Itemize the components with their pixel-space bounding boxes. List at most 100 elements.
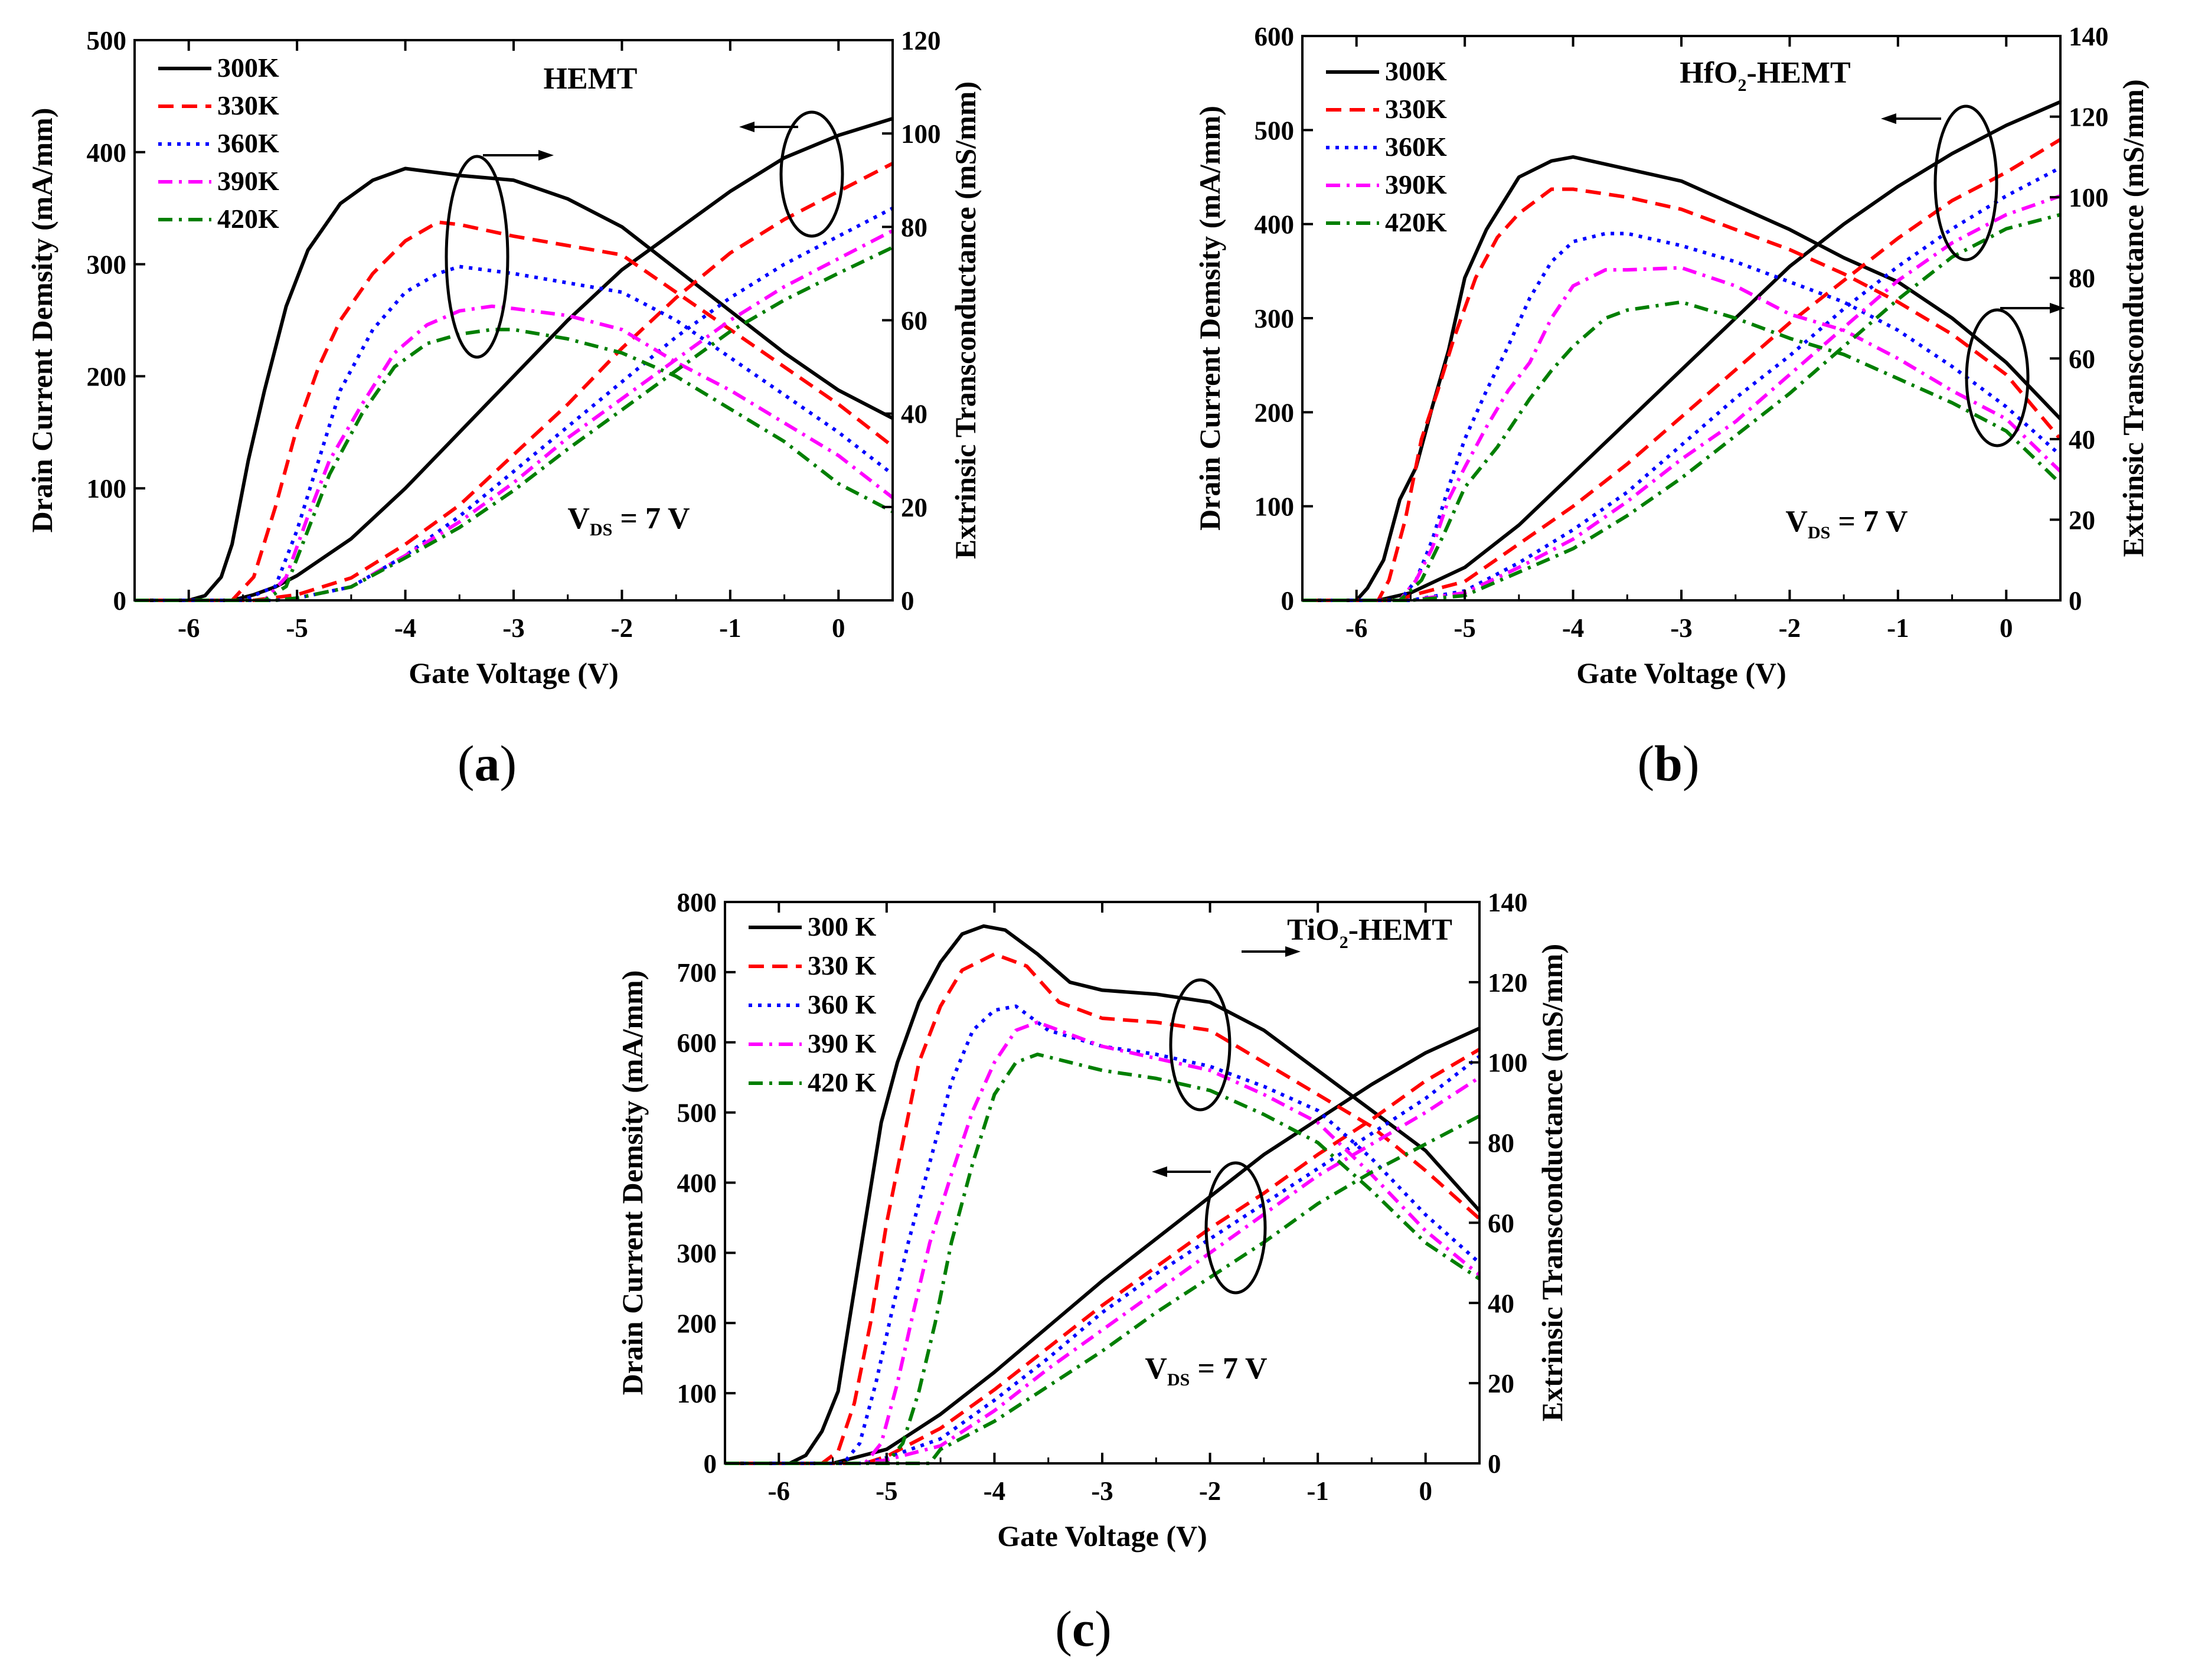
- y-right-tick-label: 140: [2069, 22, 2109, 51]
- x-tick-label: -5: [1453, 613, 1476, 643]
- x-tick-label: -1: [1887, 613, 1909, 643]
- y-left-tick-label: 600: [677, 1028, 717, 1058]
- device-title-prefix: HfO: [1680, 56, 1737, 90]
- y-left-tick-label: 300: [1255, 304, 1295, 334]
- x-tick-label: -4: [394, 613, 417, 643]
- y-right-tick-label: 40: [901, 400, 927, 429]
- y-left-tick-label: 100: [677, 1379, 717, 1408]
- device-title-prefix: HEMT: [544, 62, 638, 96]
- x-tick-label: -1: [719, 613, 742, 643]
- caption-open-paren: (: [1637, 735, 1654, 792]
- y-right-tick-label: 20: [1488, 1369, 1514, 1398]
- series-line-transconductance-360K: [1302, 231, 2062, 602]
- legend-label-390K: 390K: [217, 166, 279, 196]
- series-line-drain-current-420K: [1302, 213, 2061, 602]
- caption-close-paren: ): [1683, 735, 1700, 792]
- series-line-transconductance-420K: [1302, 300, 2062, 602]
- y-right-tick-label: 120: [1488, 968, 1528, 998]
- device-title-subscript: 2: [1738, 76, 1747, 95]
- y-left-tick-label: 0: [704, 1449, 717, 1479]
- x-axis-title: Gate Voltage (V): [1576, 656, 1786, 689]
- x-tick-label: -2: [1199, 1476, 1221, 1506]
- y-left-tick-label: 200: [1255, 398, 1295, 427]
- y-left-tick-label: 700: [677, 958, 717, 988]
- vds-subscript: DS: [590, 520, 612, 540]
- y-left-tick-label: 100: [87, 474, 127, 504]
- legend-label-420K: 420K: [1385, 207, 1447, 237]
- series-line-transconductance-360K: [135, 264, 894, 602]
- arrow-head: [739, 122, 754, 132]
- curve-group-ellipse: [1169, 978, 1232, 1112]
- arrow-head: [2050, 303, 2065, 313]
- vds-subscript: DS: [1167, 1370, 1190, 1390]
- legend-label-360K: 360K: [1385, 132, 1447, 162]
- x-tick-label: -1: [1306, 1476, 1329, 1506]
- y-right-tick-label: 60: [901, 306, 927, 336]
- caption-letter: a: [475, 735, 500, 792]
- y-right-tick-label: 100: [2069, 183, 2109, 213]
- arrow-head: [1881, 113, 1896, 124]
- series-line-transconductance-420K: [135, 328, 894, 602]
- y-right-tick-label: 0: [901, 586, 914, 616]
- curve-group-ellipse: [779, 110, 844, 238]
- y-right-axis-title: Extrinsic Transconductance (mS/mm): [949, 81, 982, 559]
- series-line-transconductance-330K: [135, 220, 894, 602]
- y-left-axis-title: Drain Current Demsity (mA/mm): [25, 108, 58, 533]
- x-tick-label: 0: [832, 613, 845, 643]
- x-tick-label: -6: [1345, 613, 1368, 643]
- vds-annotation: VDS = 7 V: [567, 502, 690, 540]
- arrow-head: [1285, 946, 1301, 957]
- y-right-axis-title: Extrinsic Transconductance (mS/mm): [1536, 944, 1569, 1421]
- y-right-tick-label: 80: [2069, 264, 2095, 293]
- vds-subscript: DS: [1808, 523, 1830, 542]
- y-right-tick-label: 140: [1488, 888, 1528, 917]
- y-left-tick-label: 200: [677, 1309, 717, 1338]
- y-left-tick-label: 200: [87, 362, 127, 391]
- x-tick-label: -6: [768, 1476, 791, 1506]
- y-right-tick-label: 120: [2069, 103, 2109, 132]
- series-line-drain-current-420K: [135, 246, 894, 602]
- curve-group-ellipse: [445, 155, 509, 359]
- y-right-tick-label: 120: [901, 26, 941, 55]
- vds-annotation: VDS = 7 V: [1145, 1352, 1267, 1390]
- device-title-suffix: -HEMT: [1747, 56, 1851, 90]
- y-right-tick-label: 100: [901, 119, 941, 149]
- series-line-drain-current-360K: [135, 207, 894, 602]
- plot-frame: [133, 39, 894, 602]
- chart-panel-b: -6 -5 -4 -3 -2 -1 0 0 100 200 300 400 500 600 0 20 40 60 8…: [1193, 22, 2150, 689]
- x-tick-label: -4: [984, 1476, 1006, 1506]
- series-line-drain-current-420K: [725, 1114, 1481, 1465]
- y-left-tick-label: 500: [677, 1099, 717, 1128]
- x-tick-label: -3: [1091, 1476, 1113, 1506]
- vds-rest: = 7 V: [612, 502, 690, 535]
- y-left-tick-label: 600: [1255, 22, 1295, 51]
- x-tick-label: -6: [178, 613, 200, 643]
- curve-group-ellipse: [1965, 308, 2030, 447]
- caption-close-paren: ): [1095, 1600, 1112, 1657]
- y-right-tick-label: 100: [1488, 1048, 1528, 1078]
- panel-caption-a: (a): [458, 735, 517, 792]
- device-title-prefix: TiO: [1287, 913, 1340, 947]
- y-right-tick-label: 0: [2069, 586, 2082, 616]
- x-tick-label: 0: [2000, 613, 2013, 643]
- caption-open-paren: (: [1055, 1600, 1072, 1657]
- y-right-tick-label: 60: [1488, 1208, 1514, 1238]
- series-line-drain-current-300K: [725, 1027, 1481, 1465]
- y-right-tick-label: 20: [2069, 505, 2095, 535]
- legend-label-330K: 330 K: [808, 950, 877, 980]
- legend-label-330K: 330K: [1385, 94, 1447, 124]
- y-left-tick-label: 300: [87, 250, 127, 280]
- arrow-head: [1152, 1166, 1167, 1177]
- legend-label-300K: 300K: [1385, 56, 1447, 86]
- legend-label-360K: 360 K: [808, 989, 877, 1019]
- y-left-tick-label: 100: [1255, 492, 1295, 522]
- panel-caption-c: (c): [1055, 1600, 1111, 1657]
- x-tick-label: -3: [1670, 613, 1693, 643]
- vds-rest: = 7 V: [1190, 1352, 1267, 1385]
- x-tick-label: -5: [286, 613, 308, 643]
- legend-label-300K: 300K: [217, 53, 279, 83]
- y-right-tick-label: 40: [1488, 1289, 1514, 1318]
- device-title-suffix: -HEMT: [1348, 913, 1452, 947]
- y-left-tick-label: 300: [677, 1238, 717, 1268]
